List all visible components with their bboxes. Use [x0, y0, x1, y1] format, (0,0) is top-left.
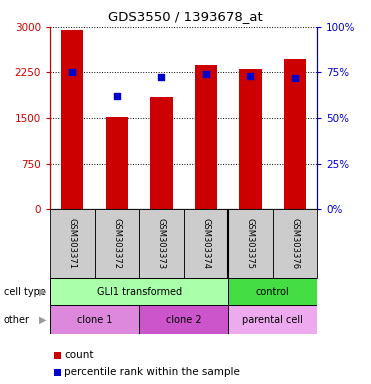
- Bar: [195, 65, 217, 209]
- Text: GLI1 transformed: GLI1 transformed: [96, 287, 182, 297]
- Bar: [50, 278, 228, 305]
- Text: ▶: ▶: [39, 314, 46, 325]
- Point: [292, 75, 298, 81]
- Text: ▶: ▶: [39, 287, 46, 297]
- Text: cell type: cell type: [4, 287, 46, 297]
- Bar: [228, 278, 317, 305]
- Text: control: control: [256, 287, 289, 297]
- Bar: [106, 117, 128, 209]
- Point: [247, 73, 253, 79]
- Bar: [150, 97, 173, 209]
- Text: percentile rank within the sample: percentile rank within the sample: [65, 367, 240, 377]
- Text: parental cell: parental cell: [242, 314, 303, 325]
- Text: GSM303375: GSM303375: [246, 218, 255, 269]
- Bar: [284, 59, 306, 209]
- Text: other: other: [4, 314, 30, 325]
- Bar: [239, 69, 262, 209]
- Text: clone 2: clone 2: [166, 314, 201, 325]
- Bar: [139, 209, 184, 278]
- Point: [69, 70, 75, 76]
- Text: GSM303372: GSM303372: [112, 218, 121, 269]
- Bar: [228, 209, 273, 278]
- Text: GSM303373: GSM303373: [157, 218, 166, 270]
- Bar: [50, 305, 139, 334]
- Bar: [61, 30, 83, 209]
- Point: [158, 74, 164, 80]
- Bar: [273, 209, 317, 278]
- Point: [203, 71, 209, 78]
- Text: GDS3550 / 1393678_at: GDS3550 / 1393678_at: [108, 10, 263, 23]
- Text: GSM303371: GSM303371: [68, 218, 77, 269]
- Bar: [228, 305, 317, 334]
- Bar: [139, 305, 228, 334]
- Bar: [184, 209, 228, 278]
- Text: clone 1: clone 1: [77, 314, 112, 325]
- Text: GSM303376: GSM303376: [290, 218, 299, 270]
- Point: [114, 93, 120, 99]
- Bar: [50, 209, 95, 278]
- Bar: [95, 209, 139, 278]
- Text: GSM303374: GSM303374: [201, 218, 210, 269]
- Text: count: count: [65, 350, 94, 360]
